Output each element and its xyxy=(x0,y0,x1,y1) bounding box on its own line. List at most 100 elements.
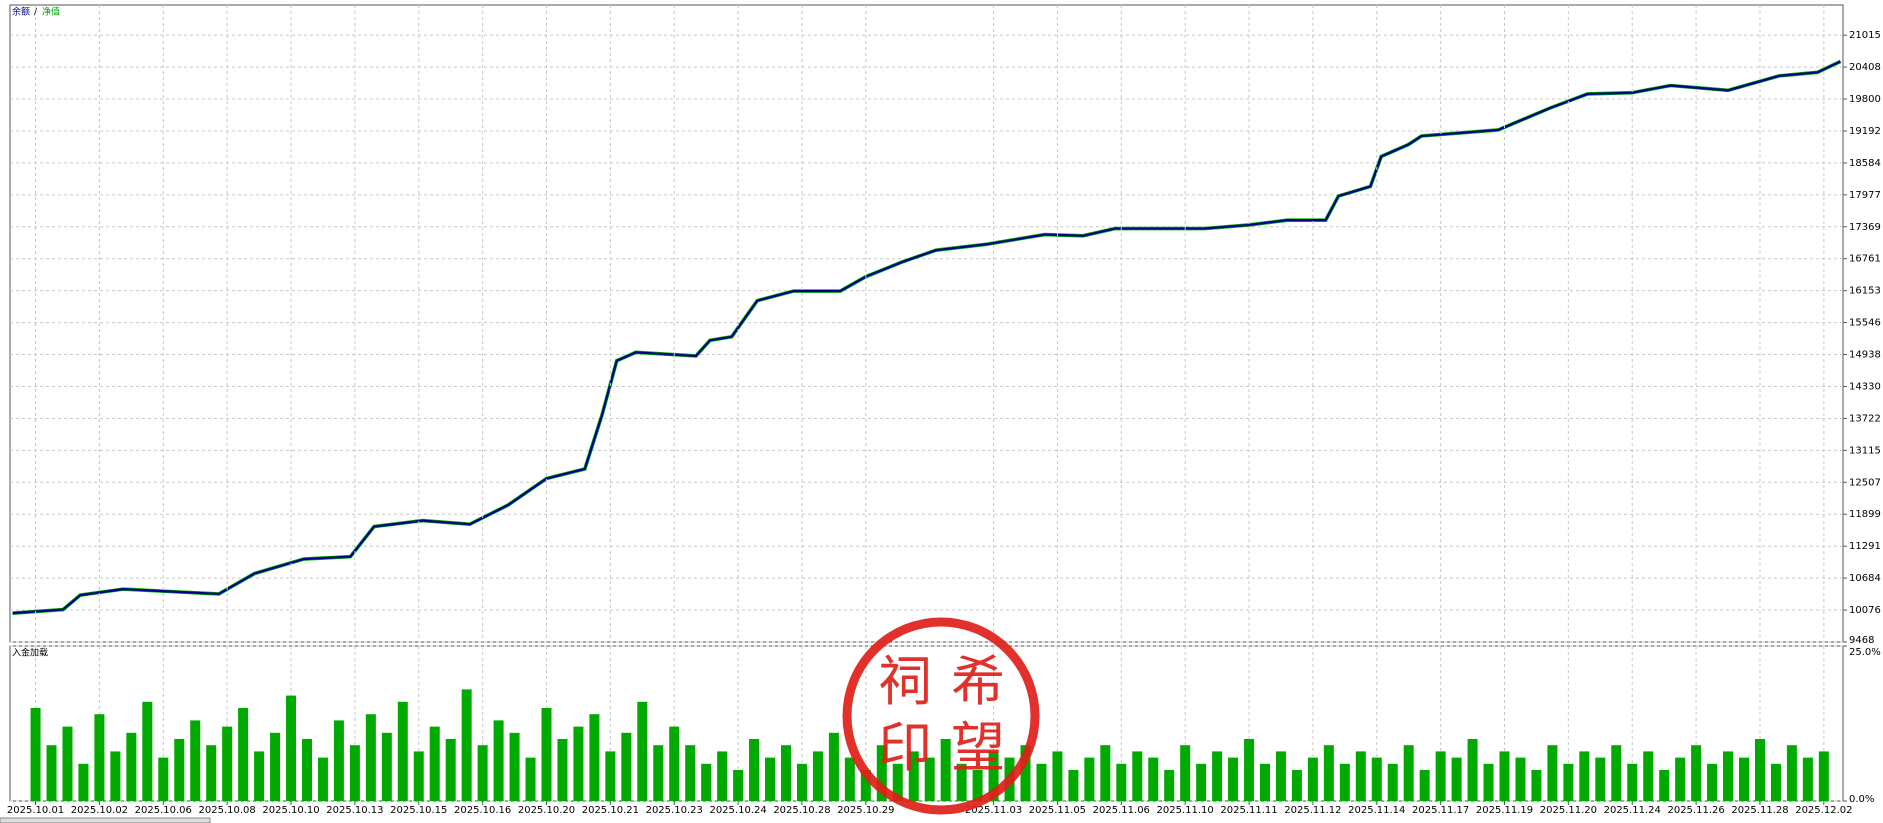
bar xyxy=(1659,770,1670,801)
x-tick-label: 2025.11.28 xyxy=(1731,805,1788,816)
bar xyxy=(701,763,712,801)
bar xyxy=(365,714,376,801)
x-tick-label: 2025.10.10 xyxy=(262,805,319,816)
y-tick-label: 17369 xyxy=(1849,222,1881,233)
bar xyxy=(637,701,648,801)
bar xyxy=(46,745,57,801)
bar xyxy=(1739,757,1750,801)
bar xyxy=(1786,745,1797,801)
bar xyxy=(1100,745,1111,801)
x-tick-label: 2025.11.20 xyxy=(1540,805,1597,816)
bar xyxy=(1435,751,1446,801)
bar xyxy=(1675,757,1686,801)
y-tick-label: 10076 xyxy=(1849,605,1881,616)
x-tick-label: 2025.10.02 xyxy=(71,805,128,816)
bar xyxy=(1627,763,1638,801)
bar xyxy=(828,732,839,801)
y-tick-label: 16153 xyxy=(1849,286,1881,297)
bar xyxy=(317,757,328,801)
bar xyxy=(988,751,999,801)
y-tick-label: 16761 xyxy=(1849,254,1881,265)
bar xyxy=(1164,770,1175,801)
bar xyxy=(1387,763,1398,801)
bar xyxy=(1595,757,1606,801)
bar xyxy=(509,732,520,801)
stamp-char: 希 xyxy=(951,650,1005,713)
bar xyxy=(796,763,807,801)
x-tick-label: 2025.11.05 xyxy=(1029,805,1086,816)
bar xyxy=(222,726,233,801)
bar xyxy=(1036,763,1047,801)
series-line xyxy=(12,60,1841,615)
bar xyxy=(972,770,983,801)
scrollbar[interactable] xyxy=(0,817,211,823)
y-tick-label: 25.0% xyxy=(1849,647,1881,658)
legend-equity: 净值 xyxy=(42,6,60,18)
x-tick-label: 2025.10.01 xyxy=(7,805,64,816)
bar xyxy=(62,726,73,801)
bar xyxy=(301,739,312,801)
bar xyxy=(780,745,791,801)
y-tick-label: 0.0% xyxy=(1849,794,1874,805)
bar xyxy=(1212,751,1223,801)
bar xyxy=(174,739,185,801)
x-tick-label: 2025.10.20 xyxy=(518,805,575,816)
stamp-char: 祠 xyxy=(878,650,932,713)
bar xyxy=(1531,770,1542,801)
bar xyxy=(477,745,488,801)
bar xyxy=(1244,739,1255,801)
bar xyxy=(445,739,456,801)
x-tick-label: 2025.11.06 xyxy=(1093,805,1150,816)
x-tick-label: 2025.10.16 xyxy=(454,805,511,816)
y-tick-label: 11899 xyxy=(1849,509,1881,520)
x-tick-label: 2025.10.06 xyxy=(135,805,192,816)
bar xyxy=(876,745,887,801)
x-tick-label: 2025.10.29 xyxy=(837,805,894,816)
bar xyxy=(270,732,281,801)
bar xyxy=(940,739,951,801)
stamp-char: 望 xyxy=(951,716,1005,779)
bar xyxy=(812,751,823,801)
stamp-char: 印 xyxy=(878,716,932,779)
bar xyxy=(206,745,217,801)
bar xyxy=(1323,745,1334,801)
bar xyxy=(557,739,568,801)
x-tick-label: 2025.10.08 xyxy=(199,805,256,816)
bar xyxy=(860,770,871,801)
x-tick-label: 2025.11.11 xyxy=(1220,805,1277,816)
bar xyxy=(1148,757,1159,801)
bar xyxy=(1818,751,1829,801)
bar xyxy=(1451,757,1462,801)
price-frame xyxy=(9,4,1844,643)
y-tick-label: 21015 xyxy=(1849,30,1881,41)
bar xyxy=(1579,751,1590,801)
y-tick-label: 13115 xyxy=(1849,445,1881,456)
x-tick-label: 2025.10.13 xyxy=(326,805,383,816)
bar xyxy=(1355,751,1366,801)
bar xyxy=(1180,745,1191,801)
x-tick-label: 2025.10.23 xyxy=(646,805,703,816)
x-tick-label: 2025.11.17 xyxy=(1412,805,1469,816)
bar xyxy=(94,714,105,801)
bar xyxy=(749,739,760,801)
y-tick-label: 10684 xyxy=(1849,573,1881,584)
bar xyxy=(1403,745,1414,801)
bar xyxy=(333,720,344,801)
x-tick-label: 2025.12.02 xyxy=(1795,805,1852,816)
bar xyxy=(908,751,919,801)
y-tick-label: 14330 xyxy=(1849,381,1881,392)
bar xyxy=(1483,763,1494,801)
bar xyxy=(461,689,472,801)
bar xyxy=(1116,763,1127,801)
bar xyxy=(1499,751,1510,801)
bar xyxy=(190,720,201,801)
bar xyxy=(349,745,360,801)
y-tick-label: 18584 xyxy=(1849,158,1881,169)
legend-separator: / xyxy=(34,8,38,18)
bar xyxy=(653,745,664,801)
bar xyxy=(1084,757,1095,801)
bar xyxy=(1563,763,1574,801)
x-tick-label: 2025.11.10 xyxy=(1157,805,1214,816)
bar xyxy=(238,708,249,801)
